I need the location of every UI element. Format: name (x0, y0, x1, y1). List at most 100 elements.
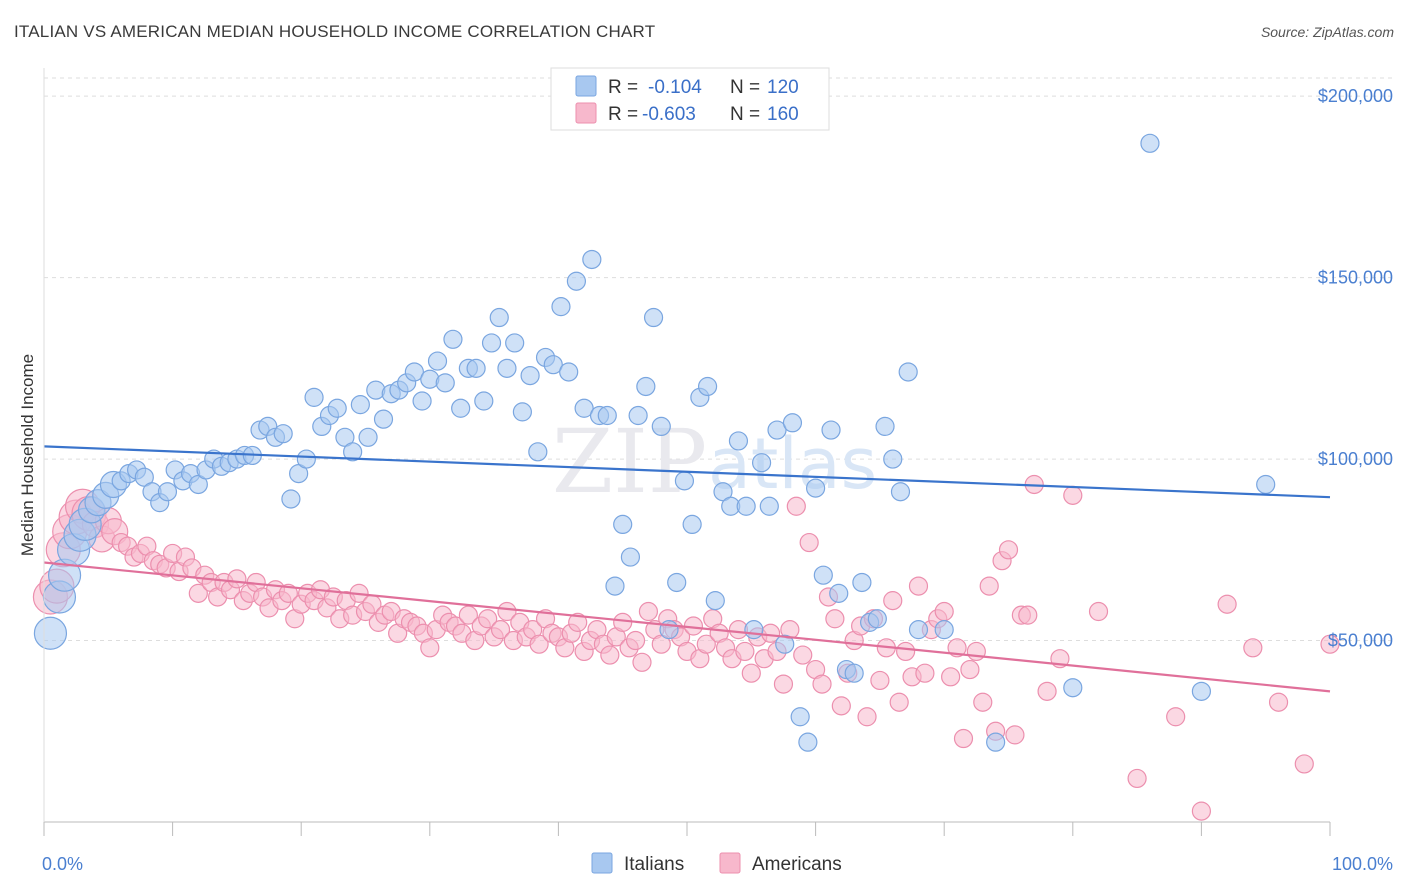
italians-point (543, 355, 563, 375)
italians-point (451, 398, 471, 418)
italians-point (613, 514, 633, 535)
italians-point (574, 398, 594, 418)
italians-point (674, 471, 695, 491)
italians-point (481, 333, 502, 353)
italians-point (628, 405, 648, 426)
americans-point (735, 641, 755, 662)
italians-point (775, 634, 795, 654)
americans-point (973, 692, 993, 712)
italians-point (296, 449, 316, 469)
americans-point (773, 674, 794, 694)
italians-point (844, 663, 864, 683)
italians-point (867, 609, 887, 629)
italians-point (582, 249, 602, 270)
americans-point (1127, 768, 1147, 789)
y-tick-label: $50,000 (1328, 631, 1393, 651)
bottom-legend-swatch-americans (719, 852, 741, 874)
americans-point (1191, 801, 1212, 821)
legend-r-label-italians: R = (608, 77, 638, 98)
italians-point (373, 409, 394, 429)
x-tick-label-min: 0.0% (42, 854, 83, 874)
italians-point (1140, 133, 1160, 153)
italians-point (805, 478, 826, 498)
italians-point (908, 620, 929, 640)
italians-point (782, 413, 803, 433)
americans-trendline (43, 561, 1331, 693)
italians-point (798, 732, 818, 752)
americans-point (278, 583, 298, 603)
legend-n-label-americans: N = (730, 104, 760, 125)
italians-point (643, 307, 664, 328)
americans-point (529, 634, 549, 654)
italians-point (597, 405, 617, 426)
americans-point (915, 663, 935, 683)
americans-point (960, 659, 980, 680)
italians-point (435, 373, 455, 393)
italians-point (934, 620, 954, 640)
americans-point (1320, 634, 1340, 654)
bottom-legend-label-italians: Italians (624, 854, 684, 875)
americans-point (1217, 594, 1237, 614)
source-credit: Source: ZipAtlas.com (1260, 24, 1394, 40)
italians-point (551, 297, 571, 317)
americans-point (870, 670, 890, 691)
americans-point (1037, 681, 1057, 701)
americans-point (1018, 605, 1038, 625)
americans-point (1005, 725, 1025, 745)
italians-point (829, 583, 849, 603)
x-ticks (43, 822, 1331, 836)
italians-point (890, 482, 911, 502)
italians-point (883, 449, 903, 469)
italians-point (489, 307, 509, 328)
italians-point (852, 572, 872, 593)
americans-point (799, 532, 819, 553)
italians-point (404, 362, 424, 382)
italians-point (412, 391, 432, 411)
chart-title: ITALIAN VS AMERICAN MEDIAN HOUSEHOLD INC… (14, 22, 656, 41)
americans-point (825, 609, 845, 629)
americans-point (941, 667, 961, 687)
americans-point (812, 674, 832, 694)
bottom-legend: Italians Americans (591, 852, 842, 875)
americans-point (998, 540, 1019, 560)
italians-point (620, 547, 641, 567)
americans-point (613, 612, 633, 632)
italians-point (474, 391, 494, 411)
americans-point (934, 601, 954, 622)
americans-point (908, 576, 929, 596)
italians-point (736, 496, 756, 516)
americans-point (458, 605, 478, 625)
italians-point (327, 398, 347, 418)
italians-point (898, 362, 918, 382)
italians-point (1191, 681, 1212, 701)
italians-point (497, 358, 517, 378)
y-axis-label: Median Household Income (18, 354, 37, 556)
watermark-zip: ZIP (552, 410, 707, 513)
x-tick-label-max: 100.0% (1332, 854, 1393, 874)
americans-point (632, 652, 652, 672)
italians-point (813, 565, 833, 585)
italians-point (659, 620, 679, 640)
italians-point (667, 572, 687, 593)
americans-point (478, 609, 498, 629)
trendlines (43, 445, 1331, 693)
italians-point (520, 366, 540, 386)
italians-point (1063, 678, 1083, 698)
italians-point (281, 489, 301, 509)
americans-point (857, 707, 877, 727)
americans-point (638, 601, 659, 622)
italians-point (728, 431, 749, 451)
italians-point (427, 351, 448, 371)
italians-point (636, 376, 656, 397)
italians-point (790, 707, 810, 727)
legend-r-label-americans: R = (608, 104, 638, 125)
y-tick-label: $200,000 (1318, 86, 1393, 106)
italians-point (821, 420, 841, 440)
americans-point (896, 641, 916, 662)
americans-points (32, 474, 1340, 821)
italians-point (443, 329, 463, 349)
americans-point (979, 576, 999, 596)
italians-point (682, 514, 702, 535)
americans-point (883, 591, 903, 611)
